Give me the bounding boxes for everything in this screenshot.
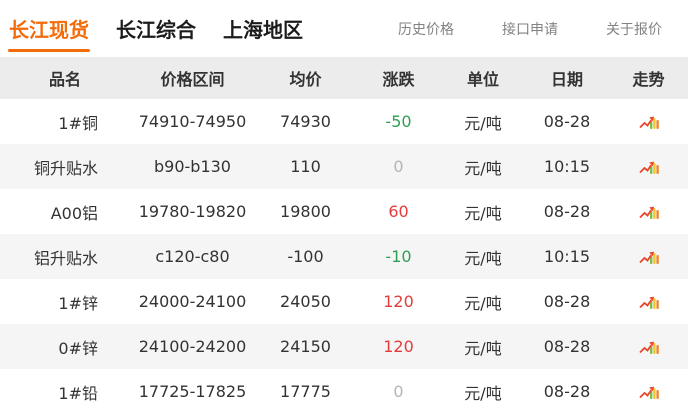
col-header-date: 日期 xyxy=(525,57,609,99)
table-row: 0#锌 24100-24200 24150 120 元/吨 08-28 xyxy=(0,324,688,369)
cell-price-range: b90-b130 xyxy=(154,157,231,176)
cell-price-range: 24100-24200 xyxy=(138,337,247,356)
cell-avg-price: -100 xyxy=(287,247,324,266)
cell-change: -10 xyxy=(385,247,412,266)
cell-avg-price: 19800 xyxy=(280,202,331,221)
col-header-range: 价格区间 xyxy=(130,57,255,99)
table-row: 铜升贴水 b90-b130 110 0 元/吨 10:15 xyxy=(0,144,688,189)
cell-trend xyxy=(609,99,688,144)
tab-shanghai-region[interactable]: 上海地区 xyxy=(223,18,303,42)
cell-avg-price: 74930 xyxy=(280,112,331,131)
table-row: 1#铅 17725-17825 17775 0 元/吨 08-28 xyxy=(0,369,688,412)
col-header-unit: 单位 xyxy=(441,57,525,99)
cell-product-name: 铜升贴水 xyxy=(33,158,98,178)
cell-date: 08-28 xyxy=(543,112,591,131)
cell-unit: 元/吨 xyxy=(464,293,502,313)
cell-trend xyxy=(609,234,688,279)
cell-trend xyxy=(609,279,688,324)
trend-chart-icon[interactable] xyxy=(638,250,660,266)
cell-date: 08-28 xyxy=(543,382,591,401)
cell-change: 0 xyxy=(393,157,404,176)
cell-unit: 元/吨 xyxy=(464,338,502,358)
cell-date: 08-28 xyxy=(543,292,591,311)
cell-change: -50 xyxy=(385,112,412,131)
cell-price-range: 19780-19820 xyxy=(138,202,247,221)
cell-product-name: 0#锌 xyxy=(58,338,98,358)
cell-avg-price: 24050 xyxy=(280,292,331,311)
trend-chart-icon[interactable] xyxy=(638,115,660,131)
tab-changjiang-spot[interactable]: 长江现货 xyxy=(8,0,90,57)
cell-product-name: 铝升贴水 xyxy=(33,248,98,268)
cell-trend xyxy=(609,369,688,412)
cell-trend xyxy=(609,144,688,189)
trend-chart-icon[interactable] xyxy=(638,205,660,221)
col-header-name: 品名 xyxy=(0,57,130,99)
cell-unit: 元/吨 xyxy=(464,113,502,133)
cell-date: 08-28 xyxy=(543,337,591,356)
link-history-price[interactable]: 历史价格 xyxy=(398,21,454,38)
cell-change: 120 xyxy=(383,337,414,356)
trend-chart-icon[interactable] xyxy=(638,295,660,311)
cell-date: 08-28 xyxy=(543,202,591,221)
cell-price-range: 74910-74950 xyxy=(138,112,247,131)
col-header-change: 涨跌 xyxy=(356,57,441,99)
cell-avg-price: 24150 xyxy=(280,337,331,356)
col-header-avg: 均价 xyxy=(255,57,356,99)
cell-trend xyxy=(609,324,688,369)
cell-change: 120 xyxy=(383,292,414,311)
cell-avg-price: 17775 xyxy=(280,382,331,401)
trend-chart-icon[interactable] xyxy=(638,385,660,401)
cell-unit: 元/吨 xyxy=(464,203,502,223)
topbar: 长江现货 长江综合 上海地区 历史价格 接口申请 关于报价 xyxy=(0,0,688,57)
tab-changjiang-composite[interactable]: 长江综合 xyxy=(116,18,196,42)
col-header-trend: 走势 xyxy=(609,57,688,99)
table-header-row: 品名 价格区间 均价 涨跌 单位 日期 走势 xyxy=(0,57,688,99)
table-row: 铝升贴水 c120-c80 -100 -10 元/吨 10:15 xyxy=(0,234,688,279)
cell-change: 60 xyxy=(388,202,409,221)
cell-unit: 元/吨 xyxy=(464,248,502,268)
cell-product-name: 1#铜 xyxy=(58,113,98,133)
cell-product-name: 1#铅 xyxy=(58,383,98,403)
table-row: A00铝 19780-19820 19800 60 元/吨 08-28 xyxy=(0,189,688,234)
link-about-quotes[interactable]: 关于报价 xyxy=(606,21,662,38)
cell-trend xyxy=(609,189,688,234)
cell-price-range: 17725-17825 xyxy=(138,382,247,401)
cell-change: 0 xyxy=(393,382,404,401)
topbar-links: 历史价格 接口申请 关于报价 xyxy=(398,0,662,57)
cell-price-range: c120-c80 xyxy=(155,247,230,266)
table-row: 1#锌 24000-24100 24050 120 元/吨 08-28 xyxy=(0,279,688,324)
cell-avg-price: 110 xyxy=(290,157,321,176)
cell-product-name: A00铝 xyxy=(50,203,98,223)
cell-date: 10:15 xyxy=(543,157,591,176)
cell-product-name: 1#锌 xyxy=(58,293,98,313)
cell-unit: 元/吨 xyxy=(464,383,502,403)
link-api-apply[interactable]: 接口申请 xyxy=(502,21,558,38)
trend-chart-icon[interactable] xyxy=(638,340,660,356)
trend-chart-icon[interactable] xyxy=(638,160,660,176)
cell-price-range: 24000-24100 xyxy=(138,292,247,311)
cell-date: 10:15 xyxy=(543,247,591,266)
price-table: 品名 价格区间 均价 涨跌 单位 日期 走势 1#铜 74910-74950 7… xyxy=(0,57,688,412)
tab-bar: 长江现货 长江综合 上海地区 xyxy=(8,0,304,57)
cell-unit: 元/吨 xyxy=(464,158,502,178)
table-row: 1#铜 74910-74950 74930 -50 元/吨 08-28 xyxy=(0,99,688,144)
